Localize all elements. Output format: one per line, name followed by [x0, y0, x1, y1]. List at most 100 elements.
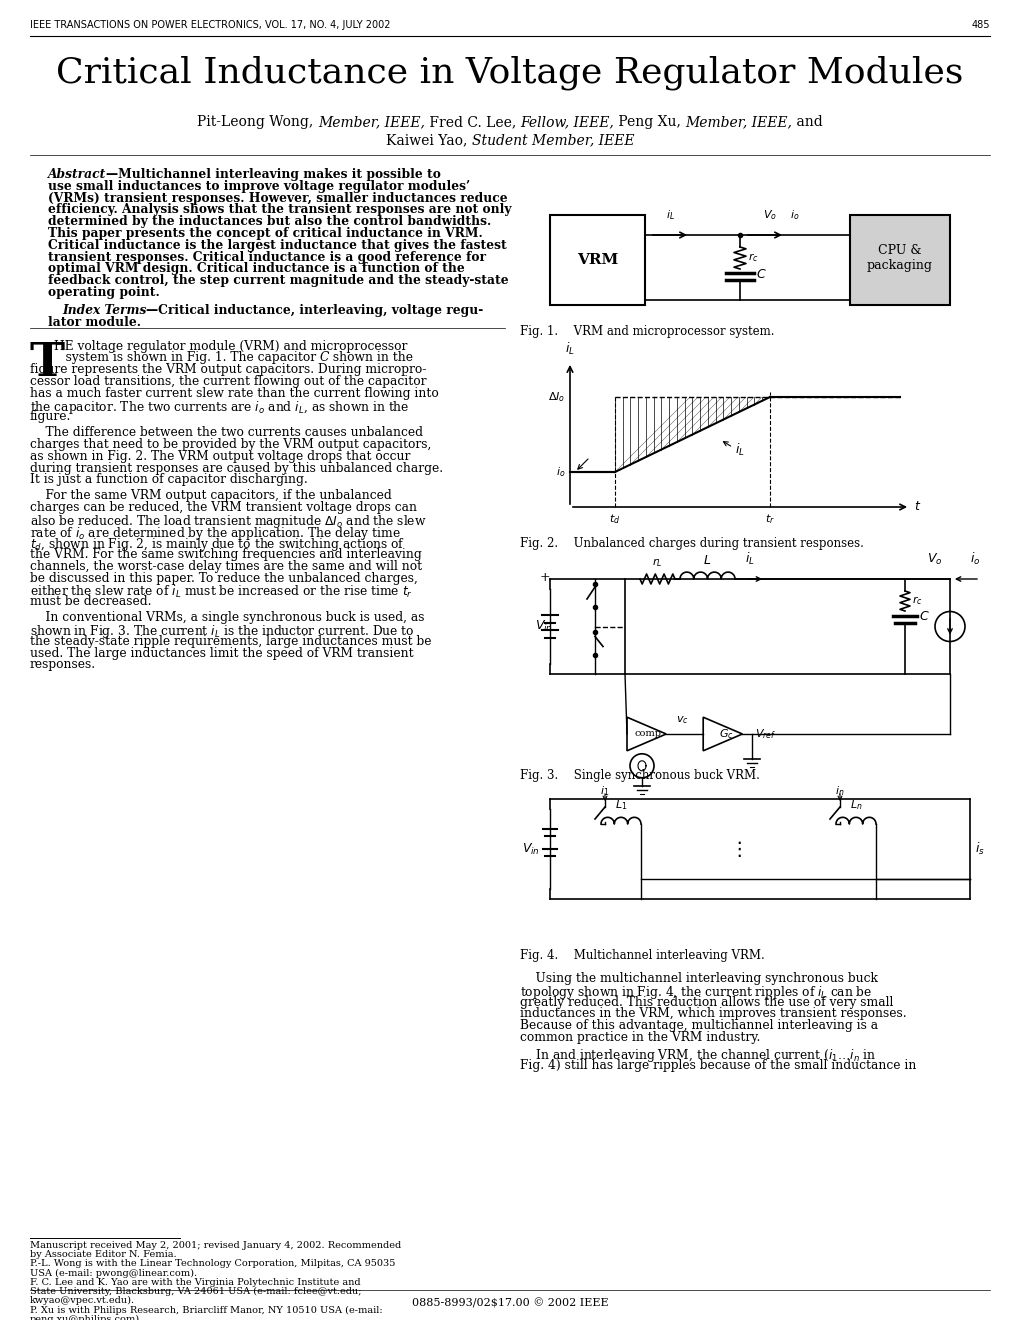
Text: transient responses. Critical inductance is a good reference for: transient responses. Critical inductance… [48, 251, 485, 264]
Text: kwyao@vpec.vt.edu).: kwyao@vpec.vt.edu). [30, 1296, 135, 1305]
Text: Fig. 4) still has large ripples because of the small inductance in: Fig. 4) still has large ripples because … [520, 1059, 915, 1072]
Text: Fig. 3.  Single synchronous buck VRM.: Fig. 3. Single synchronous buck VRM. [520, 770, 759, 781]
Text: feedback control, the step current magnitude and the steady-state: feedback control, the step current magni… [48, 275, 508, 288]
Text: shown in Fig. 3. The current $i_L$ is the inductor current. Due to: shown in Fig. 3. The current $i_L$ is th… [30, 623, 414, 640]
Polygon shape [702, 717, 742, 751]
Text: C: C [320, 351, 329, 364]
Text: $i_1$: $i_1$ [600, 784, 609, 797]
Text: Fig. 1.  VRM and microprocessor system.: Fig. 1. VRM and microprocessor system. [520, 325, 773, 338]
Text: figure.: figure. [30, 411, 71, 424]
Text: either the slew rate of $i_L$ must be increased or the rise time $t_r$: either the slew rate of $i_L$ must be in… [30, 583, 413, 599]
Text: $L_n$: $L_n$ [849, 799, 861, 812]
Text: $\vdots$: $\vdots$ [728, 840, 741, 859]
Text: lator module.: lator module. [48, 315, 141, 329]
Text: Fellow, IEEE,: Fellow, IEEE, [520, 115, 613, 129]
Text: Because of this advantage, multichannel interleaving is a: Because of this advantage, multichannel … [520, 1019, 877, 1032]
Text: the capacitor. The two currents are $i_o$ and $i_L$, as shown in the: the capacitor. The two currents are $i_o… [30, 399, 409, 416]
Text: T: T [30, 339, 65, 385]
Text: VRM: VRM [577, 253, 618, 267]
Text: peng.xu@philips.com).: peng.xu@philips.com). [30, 1315, 143, 1320]
Text: inductances in the VRM, which improves transient responses.: inductances in the VRM, which improves t… [520, 1007, 906, 1020]
Text: Student Member, IEEE: Student Member, IEEE [471, 133, 634, 147]
Text: $t_d$: $t_d$ [608, 512, 620, 525]
Text: Fig. 2.  Unbalanced charges during transient responses.: Fig. 2. Unbalanced charges during transi… [520, 537, 863, 550]
Text: The difference between the two currents causes unbalanced: The difference between the two currents … [30, 426, 423, 440]
Text: $\Delta I_o$: $\Delta I_o$ [547, 391, 565, 404]
Text: operating point.: operating point. [48, 286, 160, 300]
Text: Peng Xu,: Peng Xu, [613, 115, 685, 129]
Text: Manuscript received May 2, 2001; revised January 4, 2002. Recommended: Manuscript received May 2, 2001; revised… [30, 1241, 400, 1250]
Text: $i_L$: $i_L$ [735, 441, 744, 458]
Text: charges can be reduced, the VRM transient voltage drops can: charges can be reduced, the VRM transien… [30, 502, 417, 513]
Text: the steady-state ripple requirements, large inductances must be: the steady-state ripple requirements, la… [30, 635, 431, 648]
Text: $L$: $L$ [703, 554, 711, 568]
Text: In and interleaving VRM, the channel current ($i_1 \ldots i_n$ in: In and interleaving VRM, the channel cur… [520, 1047, 875, 1064]
Text: F. C. Lee and K. Yao are with the Virginia Polytechnic Institute and: F. C. Lee and K. Yao are with the Virgin… [30, 1278, 361, 1287]
Text: $i_n$: $i_n$ [835, 784, 844, 797]
Text: $i_L$: $i_L$ [565, 341, 575, 356]
Text: For the same VRM output capacitors, if the unbalanced: For the same VRM output capacitors, if t… [30, 490, 391, 502]
Bar [549, 215, 644, 305]
Text: shown in the: shown in the [329, 351, 413, 364]
Text: determined by the inductances but also the control bandwidths.: determined by the inductances but also t… [48, 215, 491, 228]
Text: Index Terms: Index Terms [62, 304, 147, 317]
Text: Critical inductance is the largest inductance that gives the fastest: Critical inductance is the largest induc… [48, 239, 506, 252]
Text: figure represents the VRM output capacitors. During micropro-: figure represents the VRM output capacit… [30, 363, 426, 376]
Text: —Multichannel interleaving makes it possible to: —Multichannel interleaving makes it poss… [106, 168, 440, 181]
Text: State University, Blacksburg, VA 24061 USA (e-mail: fclee@vt.edu;: State University, Blacksburg, VA 24061 U… [30, 1287, 361, 1296]
Text: efficiency. Analysis shows that the transient responses are not only: efficiency. Analysis shows that the tran… [48, 203, 511, 216]
Text: optimal VRM design. Critical inductance is a function of the: optimal VRM design. Critical inductance … [48, 263, 465, 276]
Text: also be reduced. The load transient magnitude $\Delta I_o$ and the slew: also be reduced. The load transient magn… [30, 512, 426, 529]
Text: topology shown in Fig. 4, the current ripples of $i_L$ can be: topology shown in Fig. 4, the current ri… [520, 983, 871, 1001]
Text: be discussed in this paper. To reduce the unbalanced charges,: be discussed in this paper. To reduce th… [30, 572, 418, 585]
Circle shape [630, 754, 653, 777]
Text: $L_1$: $L_1$ [614, 799, 627, 812]
Text: responses.: responses. [30, 659, 96, 672]
Text: $i_s$: $i_s$ [974, 841, 984, 857]
Text: $t$: $t$ [913, 500, 920, 513]
Text: $V_o$: $V_o$ [762, 209, 776, 222]
Text: Pit-Leong Wong,: Pit-Leong Wong, [197, 115, 318, 129]
Text: common practice in the VRM industry.: common practice in the VRM industry. [520, 1031, 759, 1044]
Text: must be decreased.: must be decreased. [30, 595, 152, 609]
Text: packaging: packaging [866, 259, 932, 272]
Circle shape [934, 611, 964, 642]
Text: channels, the worst-case delay times are the same and will not: channels, the worst-case delay times are… [30, 560, 422, 573]
Text: $r_c$: $r_c$ [747, 251, 758, 264]
Text: CPU &: CPU & [877, 243, 921, 256]
Text: (VRMs) transient responses. However, smaller inductances reduce: (VRMs) transient responses. However, sma… [48, 191, 507, 205]
Text: rate of $i_o$ are determined by the application. The delay time: rate of $i_o$ are determined by the appl… [30, 524, 400, 541]
Text: It is just a function of capacitor discharging.: It is just a function of capacitor disch… [30, 474, 308, 486]
Text: $r_c$: $r_c$ [911, 594, 922, 607]
Text: $r_L$: $r_L$ [651, 556, 662, 569]
Text: cessor load transitions, the current flowing out of the capacitor: cessor load transitions, the current flo… [30, 375, 426, 388]
Text: Member, IEEE,: Member, IEEE, [685, 115, 792, 129]
Text: In conventional VRMs, a single synchronous buck is used, as: In conventional VRMs, a single synchrono… [30, 611, 424, 624]
Text: Fig. 4.  Multichannel interleaving VRM.: Fig. 4. Multichannel interleaving VRM. [520, 949, 764, 962]
Text: HE voltage regulator module (VRM) and microprocessor: HE voltage regulator module (VRM) and mi… [54, 339, 407, 352]
Text: $i_o$: $i_o$ [555, 465, 565, 479]
Text: USA (e-mail: pwong@linear.com).: USA (e-mail: pwong@linear.com). [30, 1269, 197, 1278]
Text: the VRM. For the same switching frequencies and interleaving: the VRM. For the same switching frequenc… [30, 548, 421, 561]
Text: $C$: $C$ [918, 610, 928, 623]
Text: greatly reduced. This reduction allows the use of very small: greatly reduced. This reduction allows t… [520, 995, 893, 1008]
Text: $i_L$: $i_L$ [664, 209, 674, 222]
Text: comp: comp [635, 730, 661, 738]
Text: charges that need to be provided by the VRM output capacitors,: charges that need to be provided by the … [30, 438, 431, 451]
Text: +: + [539, 572, 550, 583]
Text: system is shown in Fig. 1. The capacitor: system is shown in Fig. 1. The capacitor [54, 351, 320, 364]
Text: during transient responses are caused by this unbalanced charge.: during transient responses are caused by… [30, 462, 442, 475]
Text: $V_{ref}$: $V_{ref}$ [755, 727, 775, 741]
Text: $V_o$: $V_o$ [926, 552, 942, 568]
Text: $C$: $C$ [755, 268, 766, 281]
Text: use small inductances to improve voltage regulator modules’: use small inductances to improve voltage… [48, 180, 470, 193]
Text: $V_{in}$: $V_{in}$ [535, 619, 552, 634]
Text: IEEE TRANSACTIONS ON POWER ELECTRONICS, VOL. 17, NO. 4, JULY 2002: IEEE TRANSACTIONS ON POWER ELECTRONICS, … [30, 20, 390, 30]
Text: $i_o$: $i_o$ [790, 209, 799, 222]
Text: used. The large inductances limit the speed of VRM transient: used. The large inductances limit the sp… [30, 647, 414, 660]
Text: P. Xu is with Philips Research, Briarcliff Manor, NY 10510 USA (e-mail:: P. Xu is with Philips Research, Briarcli… [30, 1305, 382, 1315]
Text: $V_{in}$: $V_{in}$ [522, 841, 539, 857]
Bar [849, 215, 949, 305]
Text: $t_d$, shown in Fig. 2, is mainly due to the switching actions of: $t_d$, shown in Fig. 2, is mainly due to… [30, 536, 405, 553]
Text: $G_c$: $G_c$ [718, 727, 733, 741]
